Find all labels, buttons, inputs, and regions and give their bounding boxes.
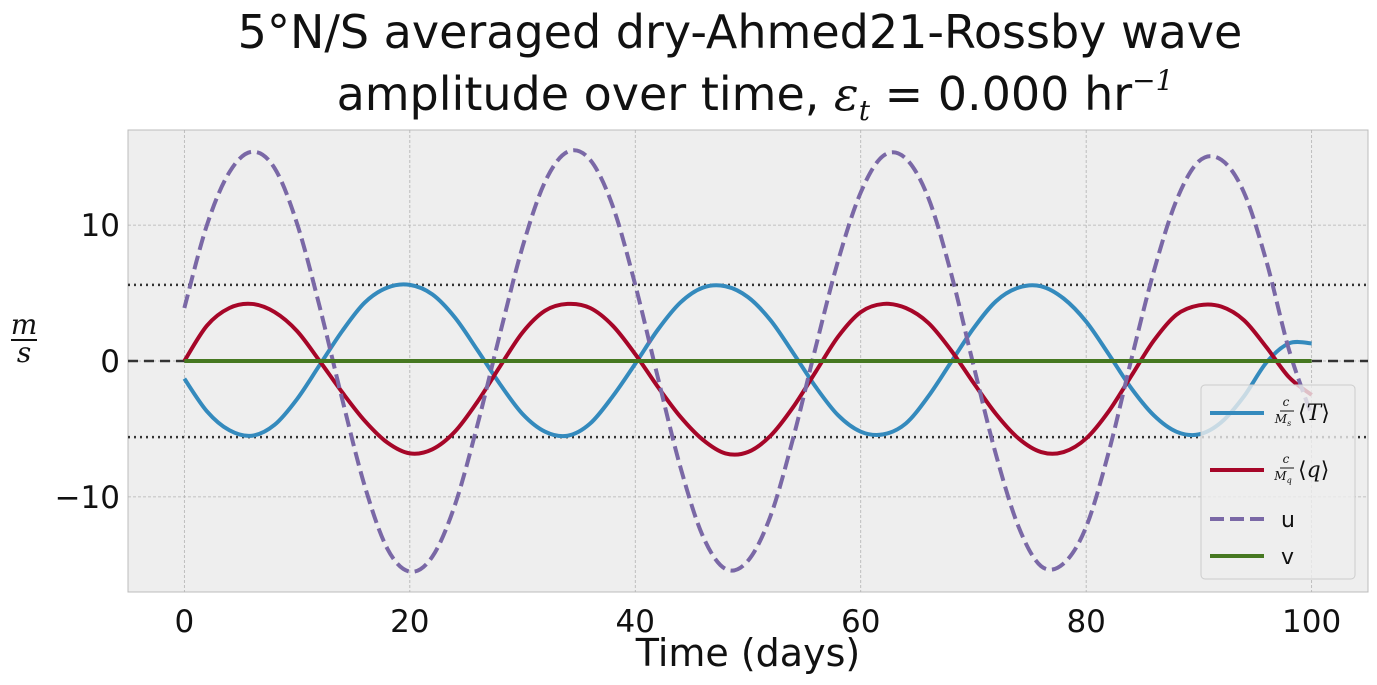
tick-labels: 0 20 40 60 80 100 −10 0 10 [55,208,1342,640]
x-tick-label: 0 [174,604,194,640]
legend-q-numerator: c [1283,452,1290,466]
legend-box [1200,384,1356,580]
legend-q-variable: ⟨q⟩ [1298,458,1329,483]
legend-entry-q: c Mq ⟨q⟩ [1210,452,1329,485]
y-tick-label: 0 [100,344,120,380]
chart-title-line2: amplitude over time, εt = 0.000 hr−1 [337,64,1174,127]
legend-label-u: u [1281,508,1295,533]
x-tick-label: 40 [616,604,655,640]
x-tick-label: 80 [1066,604,1105,640]
legend-q-denominator: Mq [1273,469,1291,485]
legend-T-numerator: c [1283,395,1290,409]
title-value: = 0.000 hr [870,67,1132,121]
legend-T-denominator: Ms [1274,412,1291,428]
title-prefix: amplitude over time, [337,67,834,121]
y-tick-label: −10 [55,480,120,516]
title-epsilon-subscript: t [859,94,871,127]
x-tick-label: 60 [841,604,880,640]
x-axis-label: Time (days) [635,631,860,675]
chart-title-line1: 5°N/S averaged dry-Ahmed21-Rossby wave [238,5,1243,59]
y-axis-label: m s [11,308,38,369]
legend-entry-T: c Ms ⟨T⟩ [1210,395,1330,428]
legend-entry-u: u [1210,508,1295,533]
title-epsilon-symbol: ε [834,67,859,121]
legend-label-v: v [1281,545,1294,570]
legend-entry-v: v [1210,545,1294,570]
series-layer [182,148,1314,574]
legend-T-variable: ⟨T⟩ [1298,401,1330,426]
y-axis-label-denominator: s [17,336,31,369]
y-axis-label-numerator: m [11,308,38,341]
series-line-u [182,148,1314,574]
x-tick-label: 20 [390,604,429,640]
title-exponent: −1 [1132,64,1173,97]
x-tick-label: 100 [1282,604,1341,640]
legend: c Ms ⟨T⟩ c Mq ⟨q⟩ u v [1200,384,1356,580]
y-tick-label: 10 [81,208,120,244]
